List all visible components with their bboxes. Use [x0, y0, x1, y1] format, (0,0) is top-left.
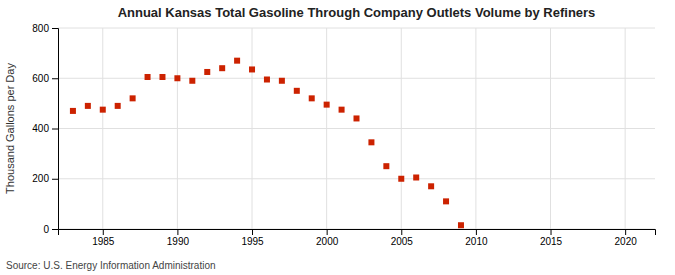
- tick-mark: [52, 179, 58, 180]
- point: [174, 75, 180, 81]
- chart: 1985 1990 1995 2000 2005 2010 2015 2020 0 200 400 6…: [0, 0, 675, 275]
- grid-line: [475, 28, 476, 229]
- tick: 1990: [167, 229, 190, 247]
- point: [234, 58, 240, 64]
- tick-mark: [327, 229, 328, 235]
- tick-label: 2000: [316, 236, 339, 247]
- point: [279, 78, 285, 84]
- point: [219, 65, 225, 71]
- tick: 2015: [540, 229, 563, 247]
- y-axis-title: Thousand Gallons per Day: [4, 63, 16, 194]
- point: [368, 139, 374, 145]
- tick: 800: [32, 23, 58, 34]
- point: [249, 66, 255, 72]
- tick-label: 1995: [241, 236, 264, 247]
- point: [189, 78, 195, 84]
- grid-line: [550, 28, 551, 229]
- point: [115, 103, 121, 109]
- tick: 0: [43, 224, 58, 235]
- tick-mark: [177, 229, 178, 235]
- grid-line: [177, 28, 178, 229]
- tick-mark: [401, 229, 402, 235]
- tick-label: 200: [32, 173, 49, 184]
- tick: 1995: [241, 229, 264, 247]
- point: [130, 95, 136, 101]
- point: [413, 174, 419, 180]
- point: [354, 115, 360, 121]
- tick-label: 2005: [391, 236, 414, 247]
- annotation: Source: U.S. Energy Information Administ…: [6, 260, 216, 271]
- grid-line: [102, 28, 103, 229]
- tick-label: 800: [32, 23, 49, 34]
- point: [100, 107, 106, 113]
- point: [85, 103, 91, 109]
- grid: [58, 28, 655, 229]
- tick-mark: [52, 78, 58, 79]
- tick: 2020: [615, 229, 638, 247]
- point: [398, 176, 404, 182]
- point: [339, 107, 345, 113]
- tick-label: 600: [32, 73, 49, 84]
- tick-mark: [476, 229, 477, 235]
- tick-mark: [52, 28, 58, 29]
- tick-label: 1985: [92, 236, 115, 247]
- axis-line: [59, 230, 656, 236]
- grid-line: [625, 28, 626, 229]
- tick-mark: [252, 229, 253, 235]
- points: [70, 58, 464, 229]
- point: [309, 95, 315, 101]
- grid-line: [326, 28, 327, 229]
- tick: 2005: [391, 229, 414, 247]
- point: [443, 198, 449, 204]
- tick: 2010: [465, 229, 488, 247]
- point: [159, 74, 165, 80]
- tick: 600: [32, 73, 58, 84]
- grid-line: [58, 28, 655, 29]
- point: [428, 183, 434, 189]
- point: [383, 163, 389, 169]
- point: [70, 108, 76, 114]
- tick-label: 2015: [540, 236, 563, 247]
- tick-label: 2010: [465, 236, 488, 247]
- tick: 400: [32, 123, 58, 134]
- grid-line: [58, 178, 655, 179]
- point: [324, 102, 330, 108]
- tick-mark: [103, 229, 104, 235]
- tick-label: 1990: [167, 236, 190, 247]
- tick: 200: [32, 173, 58, 184]
- tick-mark: [52, 229, 58, 230]
- axis-line: [52, 29, 59, 230]
- grid-line: [58, 128, 655, 129]
- tick-mark: [625, 229, 626, 235]
- point: [204, 69, 210, 75]
- grid-line: [401, 28, 402, 229]
- tick-label: 400: [32, 123, 49, 134]
- tick: 1985: [92, 229, 115, 247]
- point: [458, 222, 464, 228]
- plot-area: 1985 1990 1995 2000 2005 2010 2015 2020 0 200 400 6…: [32, 23, 655, 247]
- tick-mark: [551, 229, 552, 235]
- point: [294, 88, 300, 94]
- point: [264, 77, 270, 83]
- point: [145, 74, 151, 80]
- tick-mark: [52, 129, 58, 130]
- tick-label: 2020: [615, 236, 638, 247]
- grid-line: [252, 28, 253, 229]
- tick: 2000: [316, 229, 339, 247]
- x-axis: 1985 1990 1995 2000 2005 2010 2015 2020: [59, 229, 656, 247]
- tick-label: 0: [43, 224, 49, 235]
- y-axis: 0 200 400 600 800: [32, 23, 58, 235]
- title: Annual Kansas Total Gasoline Through Com…: [118, 5, 596, 20]
